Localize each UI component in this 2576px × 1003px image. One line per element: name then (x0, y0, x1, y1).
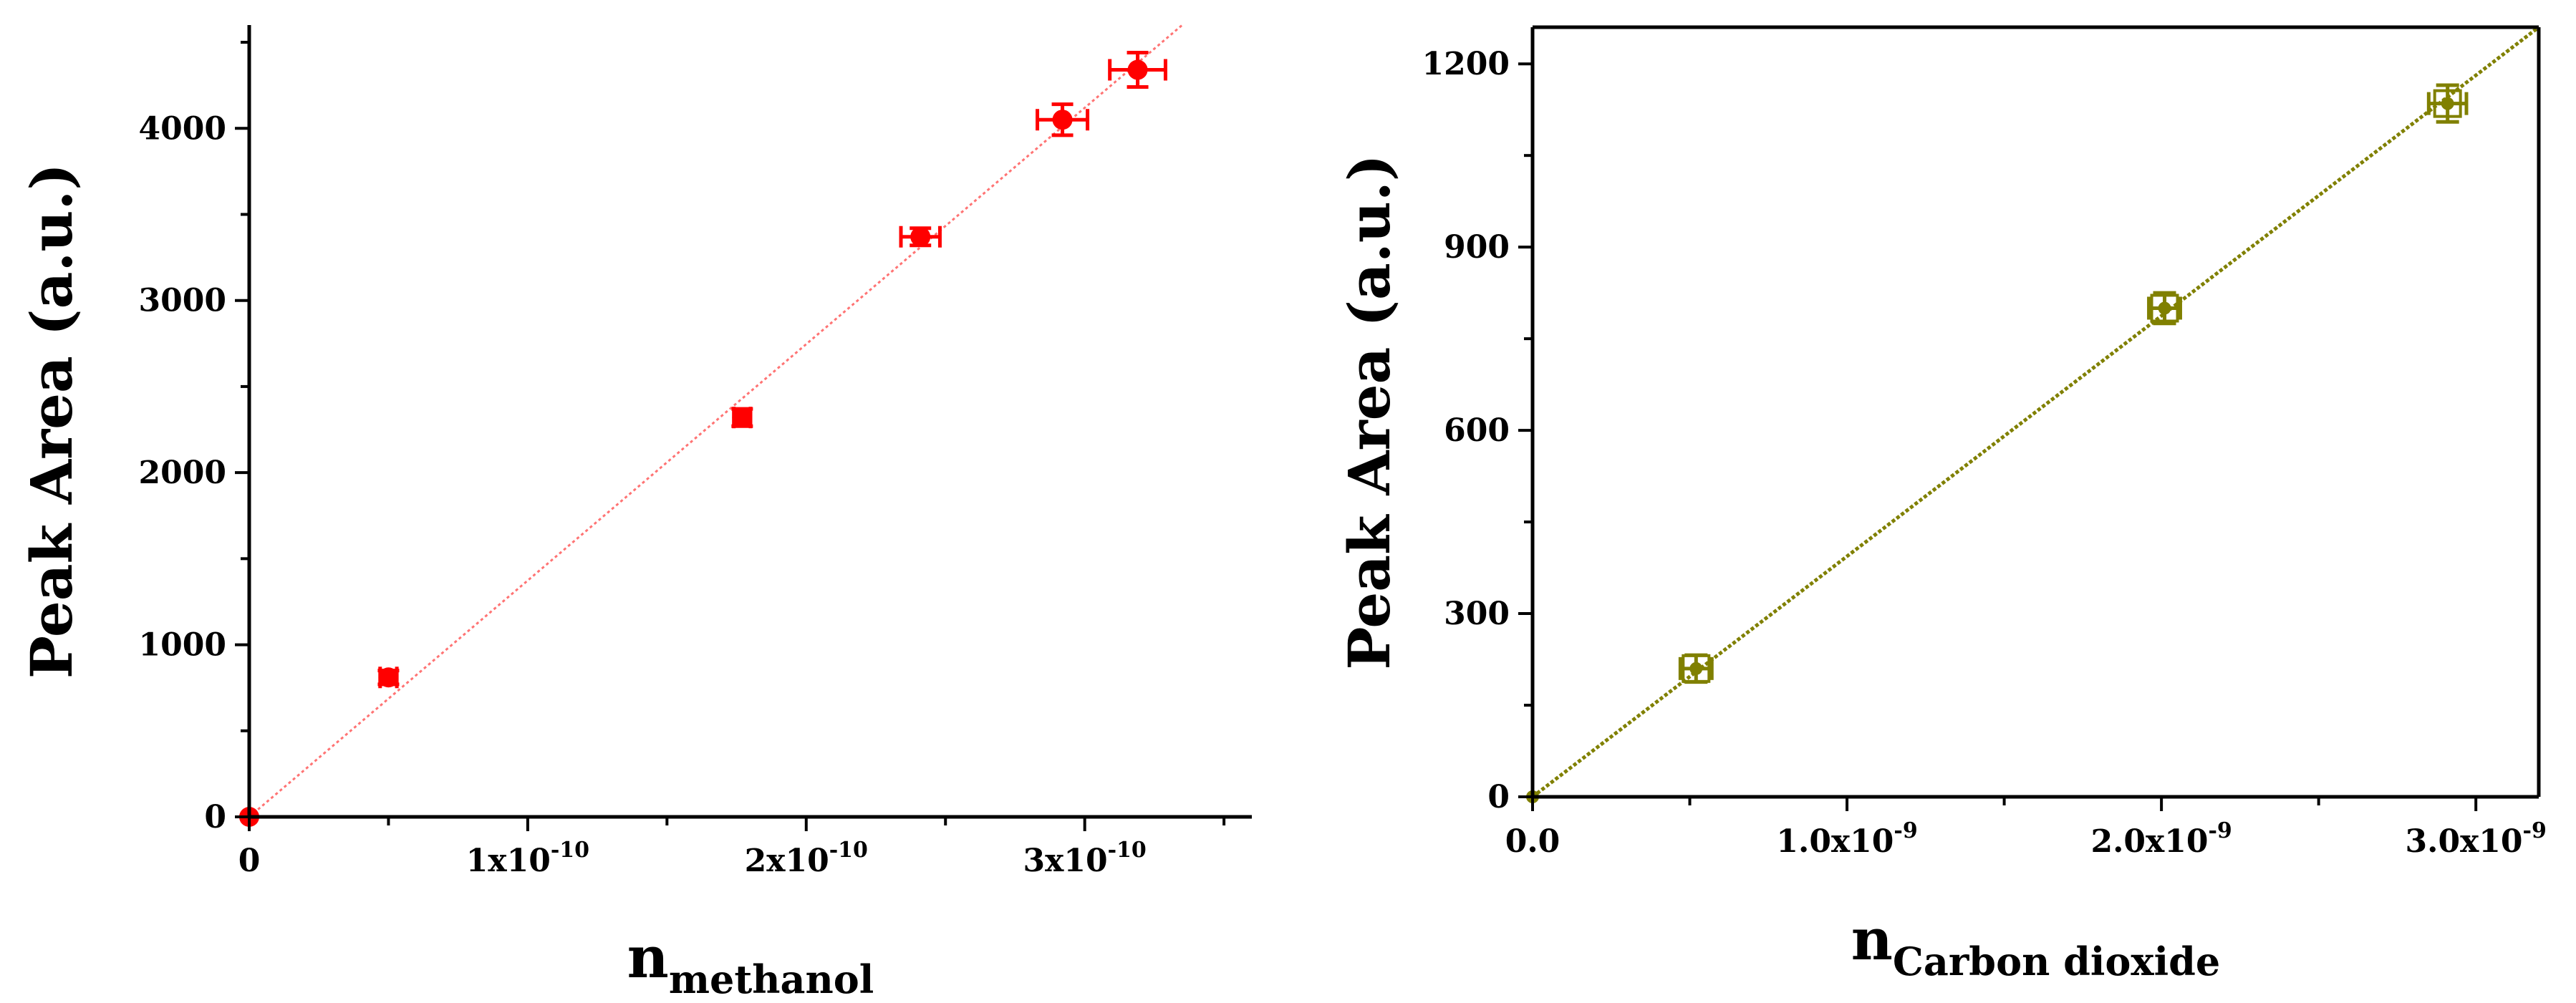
x-tick-exponent: -9 (2523, 818, 2547, 843)
y-tick-label: 900 (1444, 229, 1510, 266)
data-point (731, 407, 753, 429)
x-axis-title-main: n (627, 924, 669, 991)
x-axis-title: nCarbon dioxide (1851, 906, 2221, 984)
data-point (1108, 50, 1167, 89)
x-tick-label: 3x10-10 (1023, 838, 1147, 879)
y-tick-label: 1200 (1422, 46, 1510, 82)
data-point (2426, 83, 2469, 124)
x-tick-base: 1x10 (466, 843, 551, 879)
marker-square (2433, 89, 2462, 118)
x-tick-base: 0.0 (1505, 823, 1560, 860)
marker-dot (1052, 110, 1073, 130)
x-tick-exponent: -10 (1108, 838, 1147, 863)
x-axis-title-subscript: methanol (669, 956, 874, 1002)
data-point (1678, 653, 1714, 684)
x-tick-base: 0 (238, 843, 261, 879)
x-tick-base: 2x10 (745, 843, 829, 879)
data-point (2147, 291, 2182, 326)
x-axis-title-main: n (1851, 906, 1893, 973)
marker-dot (910, 226, 931, 247)
x-tick-exponent: -10 (829, 838, 868, 863)
marker-dot (1127, 59, 1148, 80)
x-tick-base: 2.0x10 (2090, 823, 2208, 860)
y-tick-label: 2000 (139, 455, 226, 491)
x-tick-exponent: -10 (551, 838, 589, 863)
x-tick-label: 0 (238, 843, 261, 879)
y-tick-label: 3000 (139, 283, 226, 319)
y-tick-label: 1000 (139, 627, 226, 664)
x-tick-exponent: -9 (2208, 818, 2232, 843)
x-axis-title-subscript: Carbon dioxide (1893, 939, 2220, 984)
x-tick-label: 0.0 (1505, 823, 1560, 860)
y-axis-title: Peak Area (a.u.) (1336, 154, 1403, 669)
x-tick-base: 1.0x10 (1776, 823, 1894, 860)
y-tick-label: 300 (1444, 596, 1510, 632)
x-tick-label: 3.0x10-9 (2406, 818, 2547, 860)
y-tick-label: 0 (204, 799, 226, 835)
marker-dot (1689, 662, 1703, 675)
fit-line (249, 24, 1183, 818)
x-tick-label: 2x10-10 (745, 838, 868, 879)
marker-dot (378, 667, 399, 688)
fit-line (1531, 26, 2540, 798)
x-tick-label: 1x10-10 (466, 838, 589, 879)
data-point (377, 667, 400, 689)
marker-dot (2158, 301, 2171, 315)
data-point (899, 226, 942, 248)
x-axis-title: nmethanol (627, 924, 874, 1002)
y-tick-label: 4000 (139, 110, 226, 147)
marker-square (2150, 294, 2179, 323)
marker-square (1682, 654, 1711, 683)
marker-dot (732, 407, 753, 428)
marker-dot (2441, 97, 2454, 110)
y-tick-label: 0 (1487, 779, 1510, 815)
data-point (1036, 102, 1090, 137)
x-tick-exponent: -9 (1894, 818, 1917, 843)
x-tick-label: 2.0x10-9 (2090, 818, 2232, 860)
y-axis-title: Peak Area (a.u.) (18, 163, 85, 679)
x-tick-base: 3.0x10 (2406, 823, 2523, 860)
x-tick-label: 1.0x10-9 (1776, 818, 1917, 860)
y-tick-label: 600 (1444, 412, 1510, 449)
x-tick-base: 3x10 (1023, 843, 1108, 879)
